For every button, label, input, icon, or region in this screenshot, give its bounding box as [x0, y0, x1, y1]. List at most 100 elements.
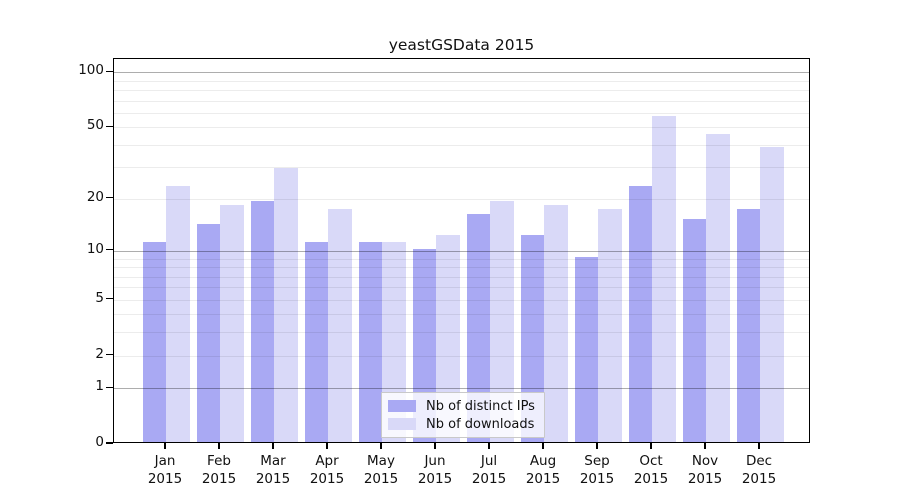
x-tick-label: Sep 2015 — [562, 452, 632, 488]
x-tick — [650, 443, 652, 449]
bar-distinct-ips-aug — [520, 235, 544, 442]
x-tick — [488, 443, 490, 449]
x-tick — [542, 443, 544, 449]
x-tick — [218, 443, 220, 449]
bar-distinct-ips-apr — [304, 241, 328, 442]
x-tick-month: Aug — [529, 453, 557, 469]
y-tick — [106, 125, 113, 127]
y-tick-label: 20 — [86, 188, 104, 205]
plot-area: Nb of distinct IPs Nb of downloads — [113, 58, 810, 443]
legend-swatch-downloads — [388, 418, 416, 430]
x-tick — [596, 443, 598, 449]
y-tick — [106, 298, 113, 300]
bar-distinct-ips-jan — [142, 241, 166, 442]
x-tick-label: Oct 2015 — [616, 452, 686, 488]
gridline-major — [114, 72, 809, 74]
bar-downloads-apr — [328, 209, 352, 442]
y-tick — [106, 386, 113, 388]
legend-label-downloads: Nb of downloads — [426, 416, 535, 432]
y-tick-label: 50 — [86, 117, 104, 134]
bar-distinct-ips-jul — [466, 213, 490, 442]
legend-item-downloads: Nb of downloads — [388, 415, 538, 433]
x-tick-label: Aug 2015 — [508, 452, 578, 488]
x-tick — [758, 443, 760, 449]
x-tick-label: Nov 2015 — [670, 452, 740, 488]
bar-downloads-feb — [220, 204, 244, 442]
bar-distinct-ips-may — [358, 241, 382, 442]
x-tick — [326, 443, 328, 449]
bar-downloads-aug — [544, 204, 568, 442]
y-tick — [106, 353, 113, 356]
x-tick-label: Jul 2015 — [454, 452, 524, 488]
gridline-minor — [114, 144, 809, 146]
x-tick-year: 2015 — [417, 471, 453, 487]
y-tick — [106, 70, 113, 72]
x-tick-month: Dec — [745, 453, 773, 469]
legend: Nb of distinct IPs Nb of downloads — [381, 392, 545, 438]
x-tick-year: 2015 — [741, 471, 777, 487]
gridline-minor — [114, 100, 809, 102]
x-tick-label: Apr 2015 — [292, 452, 362, 488]
y-tick-label: 100 — [78, 62, 104, 79]
x-tick-month: Apr — [315, 453, 339, 469]
x-tick-month: Jul — [480, 453, 498, 469]
x-tick-month: Sep — [584, 453, 610, 469]
x-tick-year: 2015 — [147, 471, 183, 487]
legend-item-distinct-ips: Nb of distinct IPs — [388, 397, 538, 415]
legend-label-distinct-ips: Nb of distinct IPs — [426, 398, 535, 414]
gridline-minor — [114, 112, 809, 114]
gridline-minor — [114, 80, 809, 82]
bar-downloads-may — [382, 241, 406, 442]
x-tick-year: 2015 — [471, 471, 507, 487]
bar-distinct-ips-sep — [574, 256, 598, 442]
bar-distinct-ips-oct — [628, 186, 652, 442]
x-tick-month: Jan — [154, 453, 176, 469]
x-tick-label: May 2015 — [346, 452, 416, 488]
bar-downloads-jan — [166, 186, 190, 442]
x-tick-year: 2015 — [687, 471, 723, 487]
y-tick-label: 2 — [95, 345, 104, 362]
bar-downloads-sep — [598, 209, 622, 442]
x-tick-month: Feb — [207, 453, 231, 469]
bar-downloads-jun — [436, 235, 460, 442]
y-tick — [106, 442, 113, 444]
x-tick-year: 2015 — [255, 471, 291, 487]
y-tick — [106, 249, 113, 251]
x-tick-label: Dec 2015 — [724, 452, 794, 488]
bar-distinct-ips-feb — [196, 223, 220, 442]
bar-downloads-nov — [706, 133, 730, 442]
y-tick-label: 1 — [95, 378, 104, 395]
chart-title: yeastGSData 2015 — [388, 36, 535, 54]
x-tick-year: 2015 — [309, 471, 345, 487]
bar-downloads-oct — [652, 116, 676, 442]
legend-swatch-distinct-ips — [388, 400, 416, 412]
x-tick-month: Nov — [691, 453, 719, 469]
gridline-minor — [114, 167, 809, 169]
x-tick-month: Jun — [424, 453, 446, 469]
gridline-minor — [114, 127, 809, 129]
x-tick-year: 2015 — [525, 471, 561, 487]
y-tick-label: 5 — [95, 289, 104, 306]
bar-downloads-dec — [760, 146, 784, 442]
x-tick-month: May — [367, 453, 395, 469]
bar-downloads-mar — [274, 168, 298, 442]
x-tick-label: Mar 2015 — [238, 452, 308, 488]
gridline-minor — [114, 198, 809, 200]
x-tick-year: 2015 — [363, 471, 399, 487]
bar-distinct-ips-nov — [682, 218, 706, 442]
x-tick — [164, 443, 166, 449]
x-tick-label: Feb 2015 — [184, 452, 254, 488]
x-tick-month: Mar — [260, 453, 286, 469]
y-tick — [106, 197, 113, 199]
y-tick-label: 10 — [86, 240, 104, 257]
bar-distinct-ips-mar — [250, 200, 274, 442]
bar-distinct-ips-dec — [736, 209, 760, 442]
x-tick-month: Oct — [639, 453, 663, 469]
x-tick — [704, 443, 706, 449]
y-tick-label: 0 — [95, 434, 104, 450]
x-tick-label: Jan 2015 — [130, 452, 200, 488]
x-tick-year: 2015 — [579, 471, 615, 487]
gridline-minor — [114, 90, 809, 91]
x-tick-year: 2015 — [633, 471, 669, 487]
